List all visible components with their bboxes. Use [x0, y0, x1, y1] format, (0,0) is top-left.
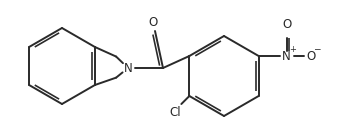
- Text: N: N: [282, 50, 291, 63]
- Text: +: +: [289, 44, 296, 53]
- Text: O: O: [282, 18, 291, 32]
- Text: N: N: [124, 61, 132, 75]
- Text: Cl: Cl: [170, 106, 181, 118]
- Text: O: O: [148, 16, 158, 30]
- Text: O: O: [306, 50, 315, 63]
- Text: −: −: [313, 44, 320, 53]
